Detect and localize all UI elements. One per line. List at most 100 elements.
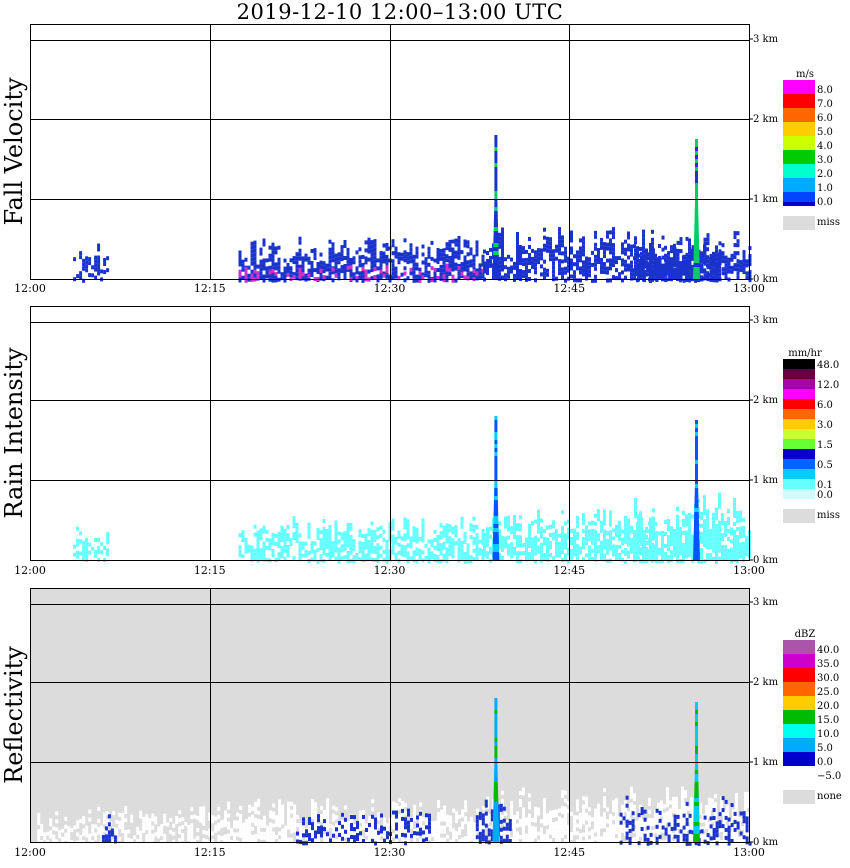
data-cell (448, 268, 452, 273)
data-cell (567, 527, 570, 532)
data-cell (439, 543, 443, 548)
data-cell (410, 825, 414, 830)
data-cell (661, 534, 664, 539)
data-cell (280, 534, 284, 538)
data-cell (564, 537, 567, 542)
data-cell (681, 794, 684, 799)
data-cell (415, 274, 419, 279)
data-cell (634, 542, 637, 547)
data-cell (720, 799, 723, 804)
data-cell (570, 246, 573, 251)
data-cell (615, 826, 618, 831)
data-cell (373, 533, 377, 538)
spike-cell (492, 834, 500, 838)
data-cell (703, 543, 706, 548)
data-cell (634, 514, 637, 519)
data-cell (582, 240, 585, 245)
data-cell (470, 820, 474, 825)
data-cell (591, 556, 594, 561)
data-cell (634, 554, 637, 559)
data-cell (628, 836, 632, 841)
spike-cell (493, 794, 499, 798)
data-cell (531, 837, 534, 842)
data-cell (391, 542, 395, 547)
data-cell (121, 829, 125, 833)
data-cell (332, 833, 335, 838)
data-cell (61, 836, 65, 841)
data-cell (516, 835, 519, 840)
data-cell (439, 272, 443, 277)
data-cell (85, 260, 89, 265)
data-cell (555, 841, 558, 846)
data-cell (522, 839, 525, 844)
data-cell (340, 556, 344, 561)
spike-cell (494, 440, 498, 444)
data-cell (510, 554, 513, 559)
data-cell (394, 270, 398, 275)
data-cell (546, 829, 549, 834)
data-cell (416, 815, 419, 820)
data-cell (250, 249, 254, 254)
data-cell (634, 502, 637, 507)
data-cell (661, 247, 665, 252)
data-cell (46, 839, 50, 844)
data-cell (582, 832, 585, 837)
data-cell (591, 817, 594, 822)
data-cell (391, 271, 395, 276)
data-cell (478, 815, 482, 820)
data-cell (359, 814, 363, 819)
data-cell (238, 254, 242, 259)
spike-cell (695, 456, 698, 460)
data-cell (250, 241, 254, 246)
data-cell (627, 815, 630, 820)
data-cell (239, 841, 243, 846)
data-cell (490, 833, 494, 838)
data-cell (555, 829, 558, 834)
data-cell (588, 261, 591, 266)
data-cell (675, 800, 678, 805)
data-cell (585, 832, 588, 837)
data-cell (555, 837, 558, 842)
spike-cell (695, 163, 698, 167)
data-cell (498, 244, 501, 249)
data-cell (263, 831, 267, 836)
data-cell (37, 829, 41, 834)
data-cell (265, 557, 269, 562)
plot-background (30, 306, 749, 560)
data-cell (440, 837, 444, 842)
data-cell (367, 532, 371, 537)
data-cell (672, 808, 675, 813)
data-cell (269, 838, 273, 843)
data-cell (646, 268, 649, 273)
data-cell (633, 276, 636, 281)
data-cell (352, 256, 356, 261)
data-cell (597, 256, 600, 260)
data-cell (121, 825, 125, 829)
data-cell (445, 559, 449, 564)
data-cell (673, 834, 677, 839)
data-cell (412, 270, 416, 275)
data-cell (657, 806, 660, 811)
data-cell (263, 823, 267, 828)
data-cell (383, 838, 386, 843)
data-cell (501, 235, 504, 240)
data-cell (412, 538, 416, 543)
data-cell (606, 246, 609, 251)
spike-cell (494, 436, 498, 440)
data-cell (242, 838, 246, 843)
data-cell (522, 262, 525, 267)
data-cell (730, 257, 734, 262)
data-cell (181, 817, 185, 822)
data-cell (688, 278, 691, 283)
data-cell (501, 790, 504, 795)
data-cell (383, 841, 387, 846)
data-cell (341, 836, 344, 841)
data-cell (193, 838, 197, 843)
data-cell (314, 826, 318, 831)
data-cell (630, 549, 633, 554)
spike-cell (694, 504, 699, 508)
data-cell (486, 267, 489, 271)
data-cell (597, 819, 600, 824)
data-cell (624, 239, 627, 244)
data-cell (259, 532, 263, 537)
